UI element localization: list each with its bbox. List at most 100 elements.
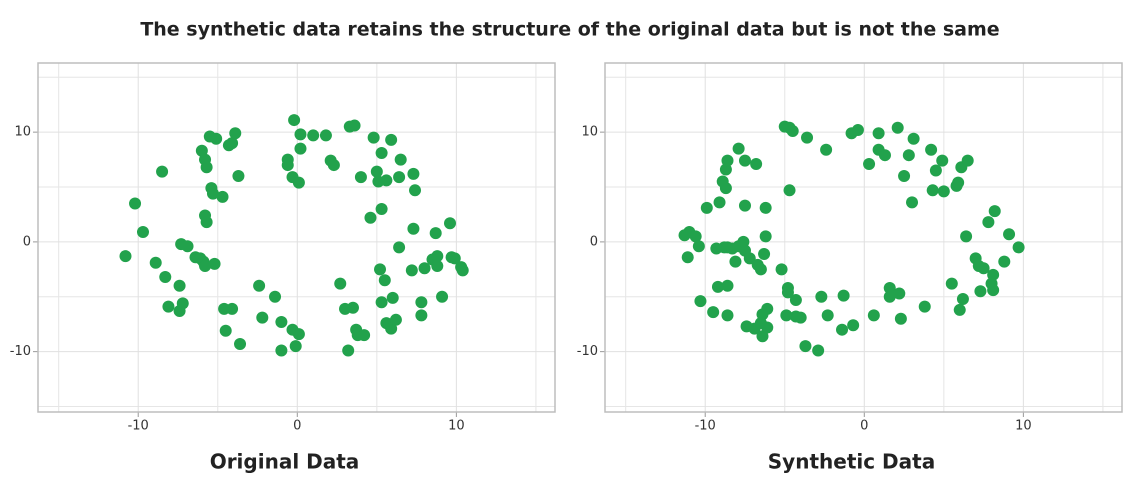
point [232,170,245,183]
point [162,300,175,313]
point [902,149,915,162]
point [409,184,422,197]
point [219,324,232,337]
point [281,159,294,172]
point [799,340,812,353]
point [780,309,793,322]
y-tick-label: 0 [590,234,598,249]
x-tick-label: -10 [695,419,716,434]
point [689,230,702,243]
point [872,127,885,140]
point [783,184,796,197]
point [761,302,774,315]
point [898,170,911,183]
point [119,250,132,263]
point [851,123,864,136]
point [960,230,973,243]
point [199,260,212,273]
point [292,328,305,341]
plot-frame [37,62,556,413]
point [444,217,457,230]
point [229,127,242,140]
point [181,240,194,253]
point [721,309,734,322]
point [275,316,288,329]
point [348,119,361,132]
point [394,153,407,166]
point [418,262,431,275]
point [289,340,302,353]
point [893,287,906,300]
point [393,241,406,254]
point [867,309,880,322]
point [801,131,814,144]
point [775,263,788,276]
point [761,321,774,334]
point [216,190,229,203]
point [815,290,828,303]
point [794,311,807,324]
point [456,264,469,277]
point [386,291,399,304]
point [367,131,380,144]
subplot-title: Original Data [210,450,360,474]
subplot-title: Synthetic Data [768,450,935,474]
point [836,323,849,336]
point [375,146,388,159]
point [208,257,221,270]
point [754,263,767,276]
y-tick-label: -10 [577,344,598,359]
point [926,184,939,197]
point [358,329,371,342]
point [389,313,402,326]
point [431,250,444,263]
point [206,187,219,200]
x-tick-label: 0 [860,419,868,434]
point [883,281,896,294]
point [707,306,720,319]
point [721,154,734,167]
point [436,290,449,303]
point [713,196,726,209]
point [294,142,307,155]
point [380,174,393,187]
point [415,309,428,322]
point [953,303,966,316]
point [906,196,919,209]
point [974,285,987,298]
point [136,226,149,239]
point [234,337,247,350]
point [937,185,950,198]
subplot: -10 0 10 -10 0 10 Original Data [10,62,556,474]
point [918,300,931,313]
point [982,216,995,229]
point [364,211,377,224]
point [758,247,771,260]
x-tick-label: 0 [293,419,301,434]
point [354,171,367,184]
point [732,142,745,155]
point [448,252,461,265]
point [346,301,359,314]
point [256,311,269,324]
x-tick-label: -10 [128,419,149,434]
point [743,252,756,265]
point [405,264,418,277]
x-tick-label: 10 [1015,419,1032,434]
point [307,129,320,142]
point [431,260,444,273]
point [883,290,896,303]
point [945,277,958,290]
point [719,182,732,195]
point [820,143,833,156]
point [812,344,825,357]
point [786,125,799,138]
point [721,279,734,292]
point [407,222,420,235]
point [129,197,142,210]
point [847,319,860,332]
point [334,277,347,290]
figure-title: The synthetic data retains the structure… [140,19,999,41]
point [759,201,772,214]
point [294,128,307,141]
